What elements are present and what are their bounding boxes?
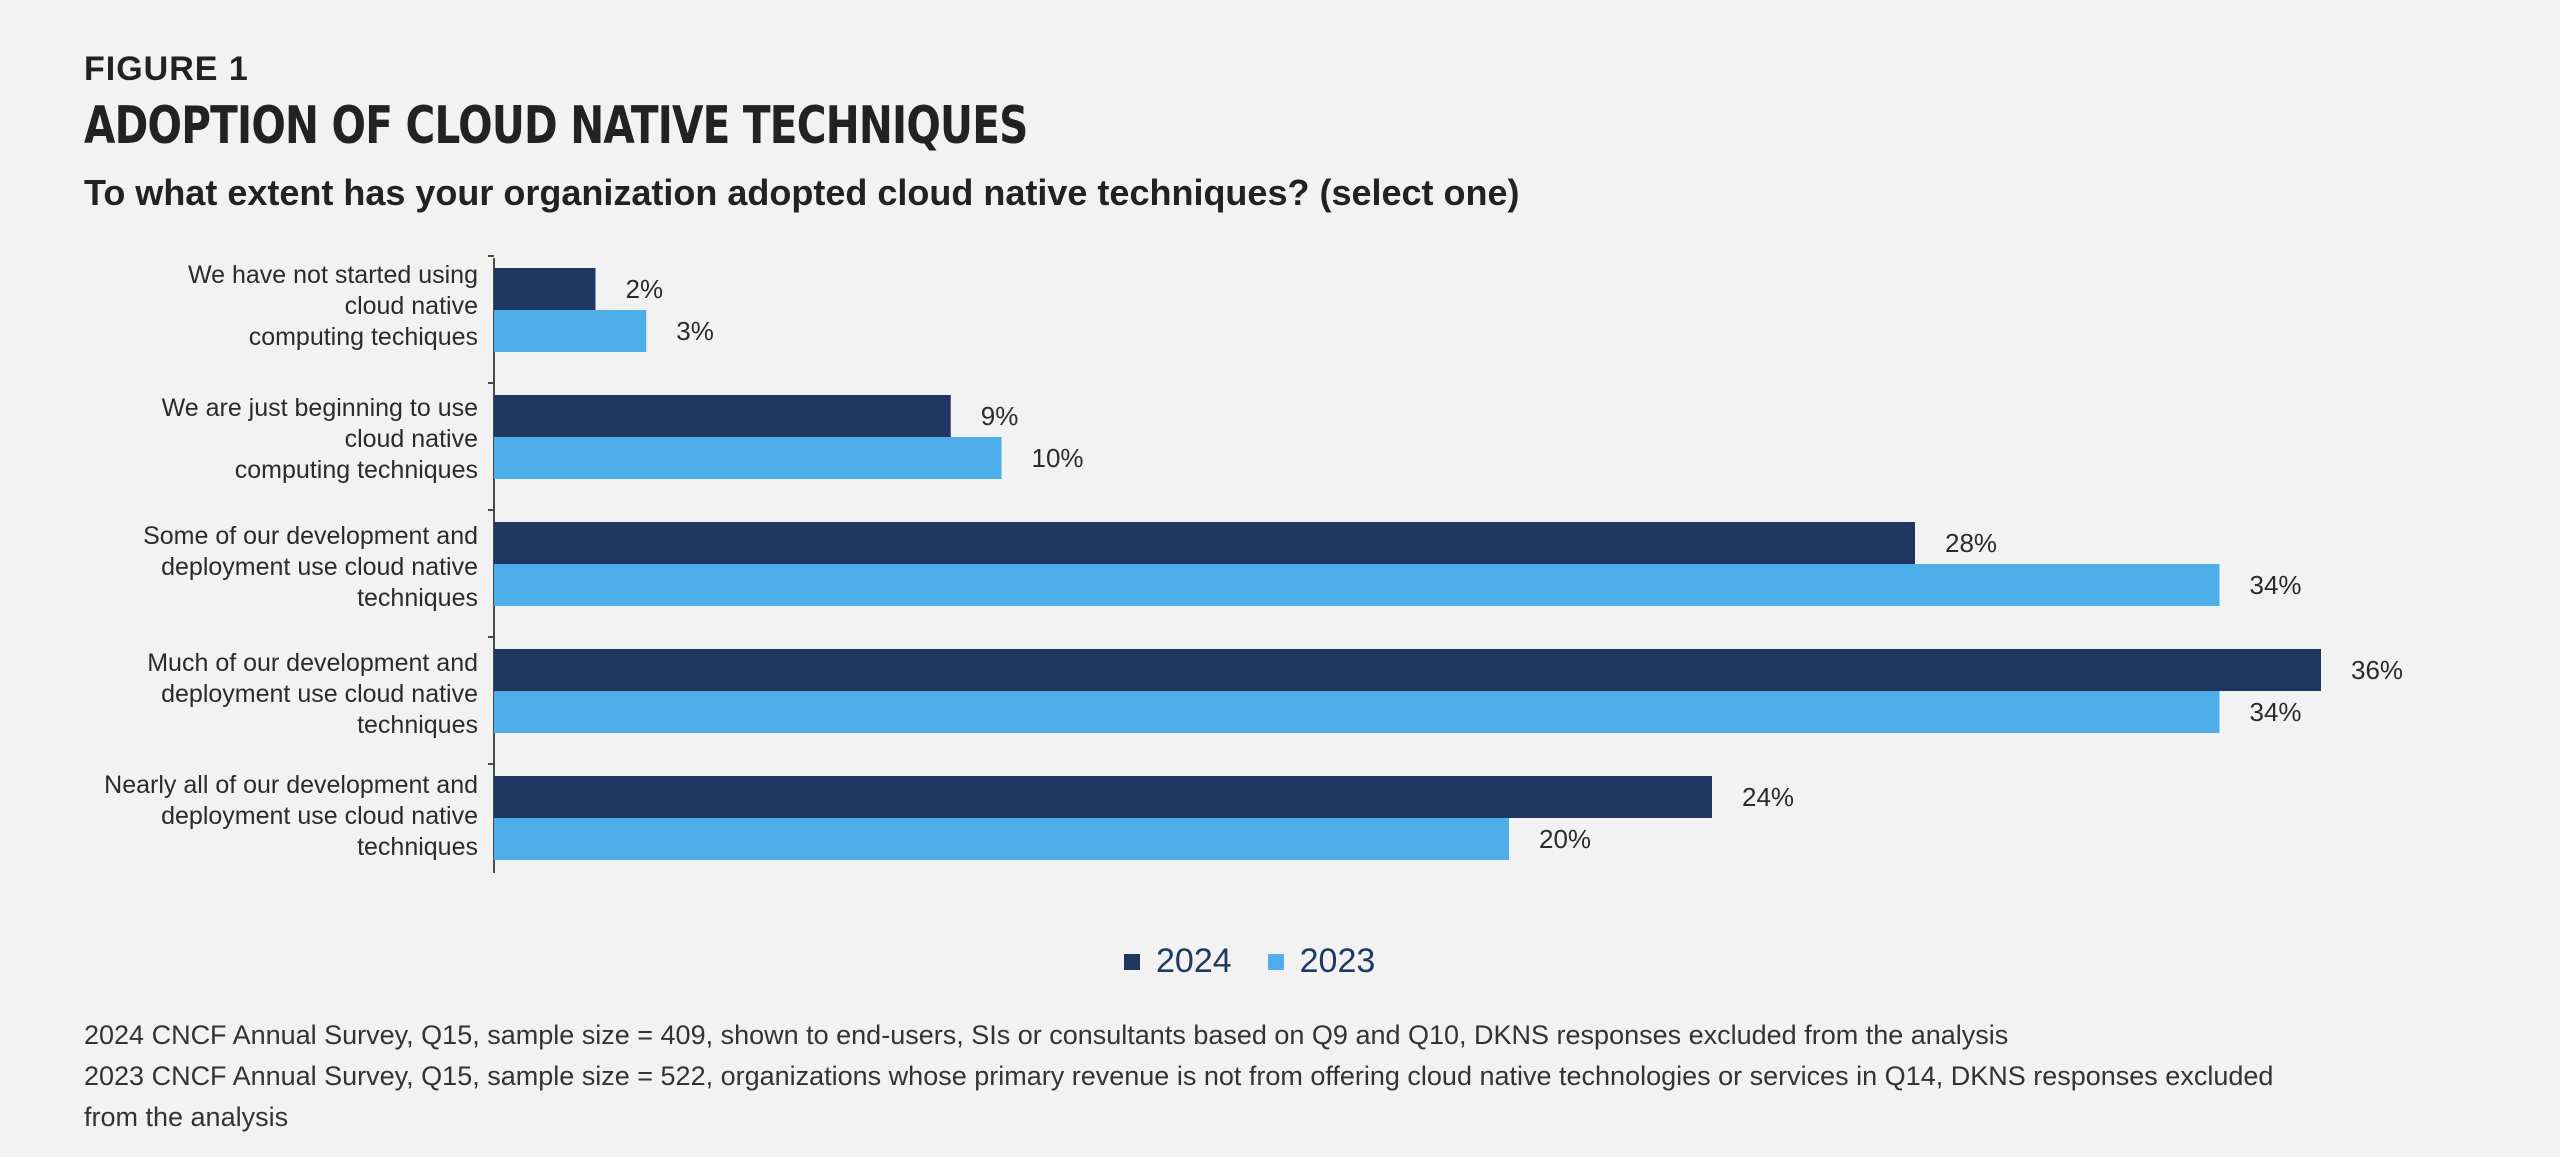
category-label-1: We have not started using cloud native c… bbox=[188, 261, 478, 351]
footnote-2024: 2024 CNCF Annual Survey, Q15, sample siz… bbox=[84, 1020, 2009, 1050]
data-label-2024-4: 36% bbox=[2351, 655, 2403, 685]
legend-item-2023: 2023 bbox=[1267, 942, 1376, 981]
legend: 2024 2023 bbox=[1124, 942, 1411, 981]
data-label-2024-3: 28% bbox=[1945, 528, 1997, 558]
category-label-5: Nearly all of our development and deploy… bbox=[104, 771, 478, 861]
bar-2023-5 bbox=[494, 818, 1509, 860]
bar-2023-1 bbox=[494, 310, 647, 352]
category-label-2: We are just beginning to use cloud nativ… bbox=[161, 394, 478, 484]
chart-question: To what extent has your organization ado… bbox=[84, 172, 1520, 213]
bar-2024-5 bbox=[494, 776, 1712, 818]
data-label-2023-5: 20% bbox=[1539, 824, 1591, 854]
data-label-2023-4: 34% bbox=[2250, 697, 2302, 727]
bar-2024-2 bbox=[494, 395, 951, 437]
category-label-3: Some of our development and deployment u… bbox=[143, 522, 478, 612]
category-label-4: Much of our development and deployment u… bbox=[147, 649, 478, 739]
data-label-2023-3: 34% bbox=[2250, 570, 2302, 600]
legend-label-2024: 2024 bbox=[1156, 942, 1232, 980]
data-label-2024-1: 2% bbox=[626, 274, 664, 304]
footnote-2023: 2023 CNCF Annual Survey, Q15, sample siz… bbox=[84, 1061, 2274, 1132]
legend-swatch-2024 bbox=[1124, 953, 1140, 970]
bar-2024-1 bbox=[494, 268, 596, 310]
data-label-2024-5: 24% bbox=[1742, 782, 1794, 812]
data-label-2024-2: 9% bbox=[981, 401, 1019, 431]
data-label-2023-1: 3% bbox=[676, 316, 714, 346]
bar-2023-2 bbox=[494, 437, 1002, 479]
data-label-2023-2: 10% bbox=[1032, 443, 1084, 473]
chart-title: ADOPTION OF CLOUD NATIVE TECHNIQUES bbox=[84, 96, 1028, 156]
bar-2024-4 bbox=[494, 649, 2321, 691]
figure-label: FIGURE 1 bbox=[84, 50, 249, 88]
legend-item-2024: 2024 bbox=[1124, 942, 1232, 981]
legend-label-2023: 2023 bbox=[1299, 942, 1376, 980]
bar-2024-3 bbox=[494, 522, 1915, 564]
bar-2023-3 bbox=[494, 564, 2220, 606]
legend-swatch-2023 bbox=[1267, 953, 1284, 970]
bar-2023-4 bbox=[494, 691, 2220, 733]
